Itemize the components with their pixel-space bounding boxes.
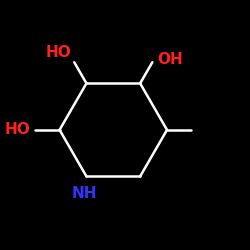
Text: HO: HO: [4, 122, 30, 138]
Text: HO: HO: [46, 45, 72, 60]
Text: NH: NH: [71, 186, 97, 201]
Text: OH: OH: [157, 52, 183, 67]
